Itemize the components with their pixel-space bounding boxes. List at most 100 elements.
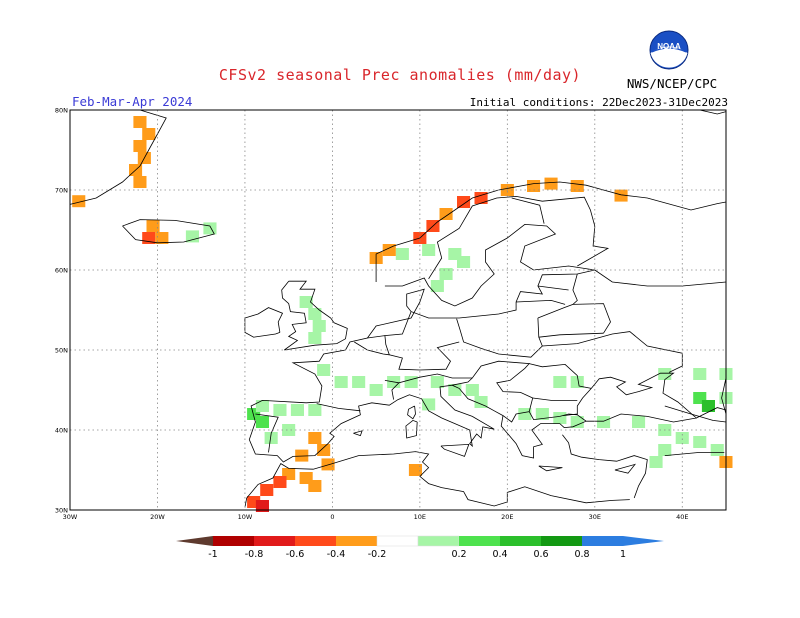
- legend-label: 1: [620, 549, 626, 560]
- anomaly-cell: [457, 256, 471, 268]
- anomaly-cell: [658, 444, 672, 456]
- anomaly-cell: [395, 248, 409, 260]
- anomaly-cell: [422, 244, 436, 256]
- anomaly-cell: [382, 244, 396, 256]
- coastline-segment: [594, 269, 727, 287]
- legend-label: 0.2: [451, 549, 466, 560]
- coastline-segment: [248, 269, 698, 463]
- coastline-segment: [281, 280, 348, 351]
- legend-label: -0.2: [368, 549, 387, 560]
- anomaly-cell: [553, 412, 567, 424]
- anomaly-cell: [535, 408, 549, 420]
- coastlines: [69, 109, 727, 508]
- legend-swatch: [459, 536, 500, 546]
- lat-tick-label: 40N: [55, 427, 68, 435]
- anomaly-cell: [312, 320, 326, 332]
- anomaly-cell: [457, 196, 471, 208]
- anomaly-cell: [133, 176, 147, 188]
- coastline-segment: [542, 331, 683, 373]
- coastline-segment: [532, 397, 578, 401]
- anomaly-cell: [295, 449, 309, 462]
- legend-swatch: [254, 536, 295, 546]
- coastline-segment: [516, 299, 566, 305]
- coastline-segment: [407, 405, 416, 420]
- anomaly-cell: [439, 268, 453, 280]
- legend-swatch: [541, 536, 582, 546]
- anomaly-cell: [632, 416, 646, 428]
- anomaly-cell: [430, 376, 444, 388]
- coastline-segment: [452, 377, 473, 386]
- legend-swatch: [213, 536, 254, 546]
- anomaly-cell: [260, 484, 274, 496]
- anomaly-cell: [273, 476, 287, 488]
- map-frame: [69, 109, 727, 511]
- coastline-segment: [428, 195, 610, 280]
- coastline-segment: [440, 443, 470, 457]
- lon-tick-label: 20W: [150, 513, 165, 521]
- legend-swatch: [500, 536, 541, 546]
- anomaly-cell: [474, 192, 488, 204]
- coastline-segment: [405, 419, 418, 439]
- coastline-segment: [699, 109, 727, 115]
- lon-tick-label: 10E: [414, 513, 426, 521]
- anomaly-cell: [553, 376, 567, 388]
- anomaly-cell: [408, 464, 422, 476]
- coastline-segment: [664, 405, 727, 423]
- coastline-segment: [696, 407, 727, 419]
- coastline-segment: [538, 465, 563, 472]
- legend-swatch: [295, 536, 336, 546]
- coastline-segment: [316, 403, 361, 412]
- anomaly-cell: [649, 456, 663, 468]
- anomaly-cell: [308, 480, 322, 492]
- anomaly-cell: [439, 208, 453, 220]
- lat-lon-grid: [70, 110, 726, 510]
- anomaly-cell: [701, 400, 715, 412]
- coastline-segment: [354, 341, 390, 356]
- anomaly-cell: [255, 416, 269, 428]
- anomaly-cell: [465, 384, 479, 396]
- legend-label: 0.8: [574, 549, 589, 560]
- coastline-segment: [529, 363, 592, 389]
- lat-tick-label: 60N: [55, 267, 68, 275]
- legend-swatch: [376, 535, 419, 547]
- lon-tick-label: 30E: [589, 513, 601, 521]
- latitude-labels: 30N 40N 50N 60N 70N 80N: [55, 107, 68, 515]
- anomaly-cell: [518, 408, 532, 420]
- lon-tick-label: 0: [330, 513, 334, 521]
- coastline-segment: [375, 181, 727, 282]
- anomaly-cell: [710, 444, 724, 456]
- coastline-segment: [572, 303, 611, 334]
- anomaly-cells: [72, 116, 733, 512]
- coastline-segment: [664, 452, 725, 456]
- anomaly-cell: [299, 296, 313, 308]
- anomaly-cell: [282, 424, 296, 436]
- coastline-segment: [367, 335, 385, 339]
- anomaly-cell: [255, 500, 269, 512]
- svg-text:NOAA: NOAA: [657, 42, 681, 51]
- lat-tick-label: 30N: [55, 507, 68, 515]
- anomaly-cell: [308, 308, 322, 320]
- lon-tick-label: 30W: [63, 513, 78, 521]
- anomaly-cell: [422, 398, 436, 411]
- legend-swatch: [623, 536, 664, 546]
- anomaly-cell: [321, 458, 335, 471]
- lon-tick-label: 10W: [238, 513, 253, 521]
- coastline-segment: [537, 285, 569, 291]
- anomaly-cell: [474, 396, 488, 408]
- coastline-segment: [384, 311, 460, 371]
- legend-swatch: [417, 535, 460, 547]
- anomaly-cell: [693, 368, 707, 380]
- legend-label: -0.4: [327, 549, 346, 560]
- anomaly-cell: [146, 220, 160, 232]
- anomaly-cell: [570, 376, 584, 388]
- anomaly-cell: [273, 404, 287, 416]
- anomaly-cell: [317, 444, 331, 456]
- coastline-segment: [69, 109, 167, 205]
- legend-label: 0.4: [492, 549, 507, 560]
- coastline-segment: [122, 219, 215, 244]
- lat-tick-label: 70N: [55, 187, 68, 195]
- anomaly-cell: [570, 180, 584, 192]
- coastline-segment: [614, 463, 637, 474]
- coastline-segment: [562, 434, 648, 499]
- anomaly-cell: [155, 232, 169, 244]
